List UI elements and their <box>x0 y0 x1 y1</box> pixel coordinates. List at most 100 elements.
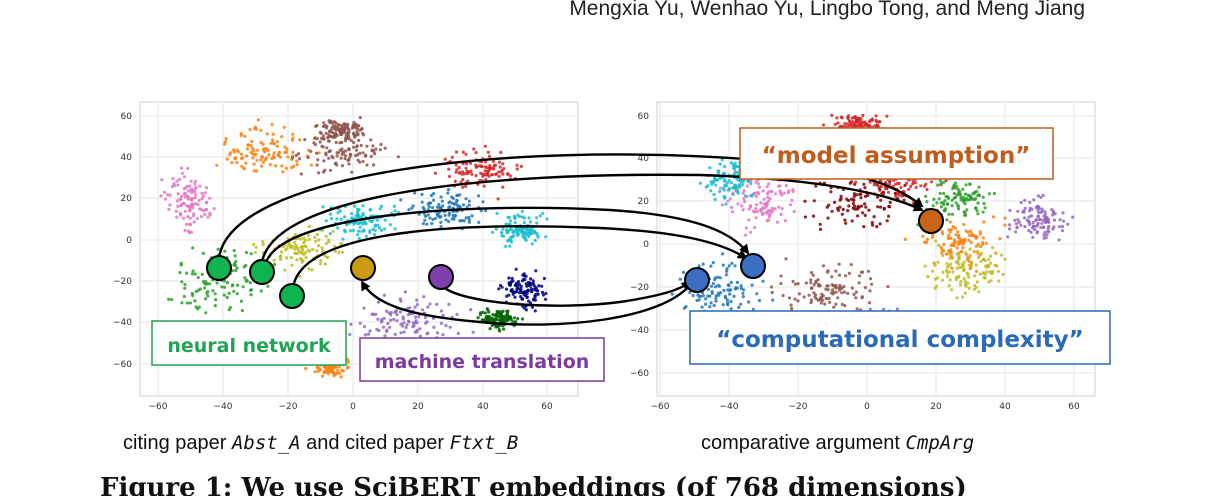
scatter-point <box>957 257 961 261</box>
scatter-point <box>356 153 360 157</box>
scatter-point <box>749 182 753 186</box>
svg-text:machine translation: machine translation <box>375 351 590 373</box>
scatter-point <box>747 300 751 304</box>
scatter-point <box>962 269 966 273</box>
scatter-point <box>395 313 399 317</box>
scatter-point <box>322 159 326 163</box>
scatter-point <box>496 197 500 201</box>
scatter-point <box>260 164 264 168</box>
scatter-point <box>190 187 194 191</box>
scatter-point <box>408 306 412 310</box>
scatter-point <box>187 205 191 209</box>
scatter-point <box>467 220 471 224</box>
scatter-point <box>1022 210 1026 214</box>
scatter-point <box>178 177 182 181</box>
scatter-point <box>738 185 742 189</box>
scatter-point <box>545 217 549 221</box>
scatter-point <box>824 296 828 301</box>
scatter-point <box>965 258 970 262</box>
scatter-point <box>200 197 204 201</box>
scatter-point <box>500 318 504 322</box>
scatter-point <box>179 263 183 267</box>
scatter-point <box>766 199 771 203</box>
scatter-point <box>767 190 771 194</box>
scatter-point <box>840 291 844 295</box>
scatter-point <box>1039 218 1043 222</box>
scatter-point <box>1006 235 1010 239</box>
scatter-point <box>753 210 757 214</box>
scatter-point <box>879 198 883 202</box>
scatter-point <box>365 163 369 167</box>
scatter-point <box>273 164 278 168</box>
scatter-point <box>340 250 345 254</box>
scatter-point <box>262 148 266 152</box>
scatter-point <box>1060 224 1065 229</box>
scatter-point <box>706 287 711 292</box>
scatter-point <box>200 272 204 276</box>
scatter-point <box>534 288 538 292</box>
scatter-point <box>838 283 842 287</box>
y-tick-label: 0 <box>126 236 132 246</box>
scatter-point <box>461 177 465 182</box>
scatter-point <box>962 200 966 204</box>
scatter-point <box>512 320 516 324</box>
scatter-point <box>709 264 713 268</box>
scatter-point <box>952 238 957 242</box>
scatter-point <box>388 223 392 227</box>
scatter-point <box>491 159 496 163</box>
scatter-point <box>721 303 725 307</box>
scatter-point <box>307 238 311 242</box>
scatter-point <box>1008 223 1012 227</box>
scatter-point <box>872 183 876 187</box>
scatter-point <box>933 286 937 290</box>
scatter-point <box>976 242 980 246</box>
scatter-point <box>458 193 462 197</box>
scatter-point <box>796 299 800 303</box>
scatter-point <box>298 274 302 279</box>
scatter-point <box>963 239 967 243</box>
scatter-point <box>1033 228 1037 232</box>
scatter-point <box>188 231 192 235</box>
scatter-point <box>981 240 985 244</box>
scatter-point <box>741 291 745 295</box>
scatter-point <box>937 243 941 247</box>
scatter-point <box>1061 219 1066 223</box>
scatter-point <box>212 207 216 211</box>
scatter-point <box>317 238 321 242</box>
scatter-point <box>194 202 198 206</box>
scatter-point <box>731 192 735 197</box>
scatter-point <box>413 315 418 319</box>
scatter-point <box>418 327 422 331</box>
arrow-green2-to-blue <box>264 206 750 263</box>
scatter-point <box>455 168 459 172</box>
scatter-point <box>328 168 333 172</box>
scatter-point <box>347 162 351 166</box>
scatter-point <box>974 206 978 210</box>
scatter-point <box>754 194 758 199</box>
scatter-point <box>460 219 464 223</box>
scatter-point <box>450 195 454 199</box>
scatter-point <box>320 246 324 250</box>
scatter-point <box>467 215 471 220</box>
scatter-point <box>723 178 727 182</box>
scatter-point <box>368 329 372 333</box>
scatter-point <box>792 209 796 214</box>
scatter-point <box>453 179 457 183</box>
scatter-point <box>724 273 729 277</box>
scatter-point <box>725 181 729 185</box>
y-tick-label: −40 <box>630 326 649 336</box>
scatter-point <box>534 292 538 296</box>
scatter-point <box>499 315 503 320</box>
scatter-point <box>809 278 813 282</box>
scatter-point <box>481 200 485 204</box>
scatter-point <box>992 191 997 196</box>
scatter-point <box>200 191 204 195</box>
scatter-point <box>951 187 955 191</box>
green-marker-1 <box>206 255 232 281</box>
scatter-point <box>186 166 190 171</box>
scatter-point <box>370 148 374 153</box>
scatter-point <box>252 242 256 246</box>
scatter-point <box>845 122 850 126</box>
scatter-point <box>810 286 814 291</box>
scatter-point <box>174 209 178 213</box>
